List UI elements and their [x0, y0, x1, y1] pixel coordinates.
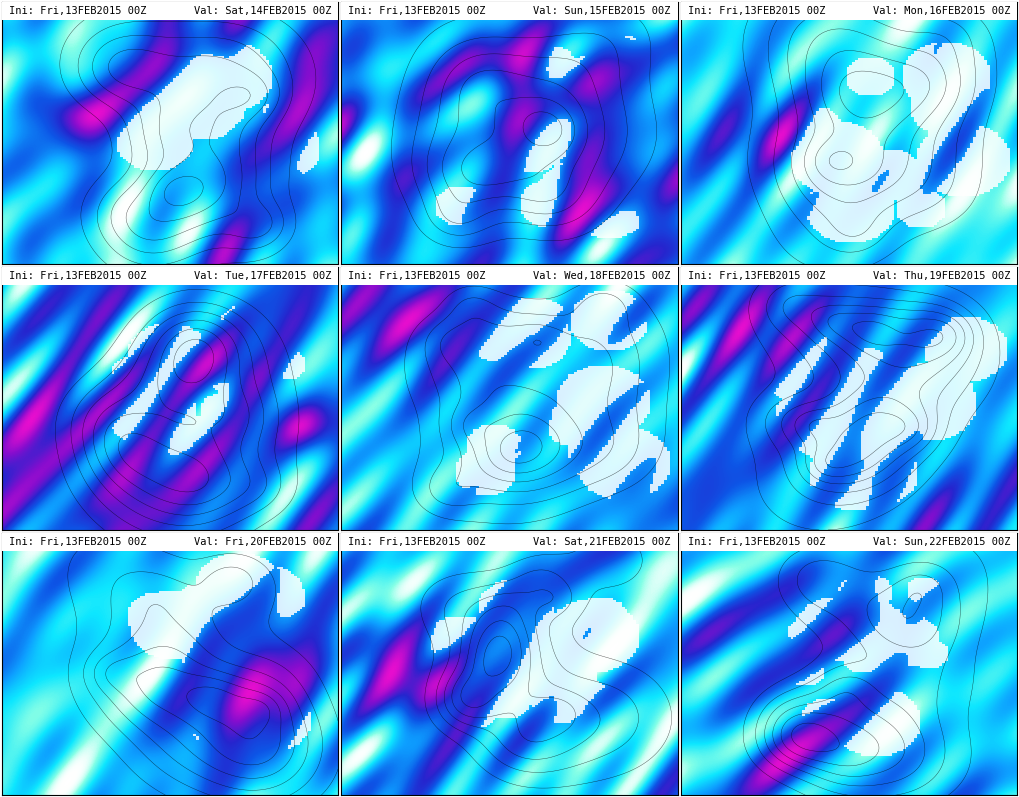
Text: Val: Mon,16FEB2015 00Z: Val: Mon,16FEB2015 00Z — [872, 6, 1010, 16]
FancyBboxPatch shape — [2, 532, 338, 551]
FancyBboxPatch shape — [2, 2, 338, 20]
Text: Val: Tue,17FEB2015 00Z: Val: Tue,17FEB2015 00Z — [194, 271, 331, 281]
Text: Val: Sat,14FEB2015 00Z: Val: Sat,14FEB2015 00Z — [194, 6, 331, 16]
FancyBboxPatch shape — [2, 267, 338, 285]
FancyBboxPatch shape — [681, 267, 1017, 285]
Text: Ini: Fri,13FEB2015 00Z: Ini: Fri,13FEB2015 00Z — [9, 271, 147, 281]
Text: Val: Sat,21FEB2015 00Z: Val: Sat,21FEB2015 00Z — [533, 536, 671, 547]
FancyBboxPatch shape — [681, 532, 1017, 551]
Text: Val: Fri,20FEB2015 00Z: Val: Fri,20FEB2015 00Z — [194, 536, 331, 547]
Text: Ini: Fri,13FEB2015 00Z: Ini: Fri,13FEB2015 00Z — [9, 6, 147, 16]
Text: Ini: Fri,13FEB2015 00Z: Ini: Fri,13FEB2015 00Z — [348, 271, 486, 281]
Text: Ini: Fri,13FEB2015 00Z: Ini: Fri,13FEB2015 00Z — [688, 6, 825, 16]
Text: Val: Thu,19FEB2015 00Z: Val: Thu,19FEB2015 00Z — [872, 271, 1010, 281]
FancyBboxPatch shape — [341, 2, 678, 20]
Text: Ini: Fri,13FEB2015 00Z: Ini: Fri,13FEB2015 00Z — [688, 536, 825, 547]
Text: Val: Sun,22FEB2015 00Z: Val: Sun,22FEB2015 00Z — [872, 536, 1010, 547]
Text: Val: Sun,15FEB2015 00Z: Val: Sun,15FEB2015 00Z — [533, 6, 671, 16]
Text: Val: Wed,18FEB2015 00Z: Val: Wed,18FEB2015 00Z — [533, 271, 671, 281]
Text: Ini: Fri,13FEB2015 00Z: Ini: Fri,13FEB2015 00Z — [348, 536, 486, 547]
Text: Ini: Fri,13FEB2015 00Z: Ini: Fri,13FEB2015 00Z — [9, 536, 147, 547]
FancyBboxPatch shape — [341, 267, 678, 285]
FancyBboxPatch shape — [341, 532, 678, 551]
Text: Ini: Fri,13FEB2015 00Z: Ini: Fri,13FEB2015 00Z — [688, 271, 825, 281]
Text: Ini: Fri,13FEB2015 00Z: Ini: Fri,13FEB2015 00Z — [348, 6, 486, 16]
FancyBboxPatch shape — [681, 2, 1017, 20]
